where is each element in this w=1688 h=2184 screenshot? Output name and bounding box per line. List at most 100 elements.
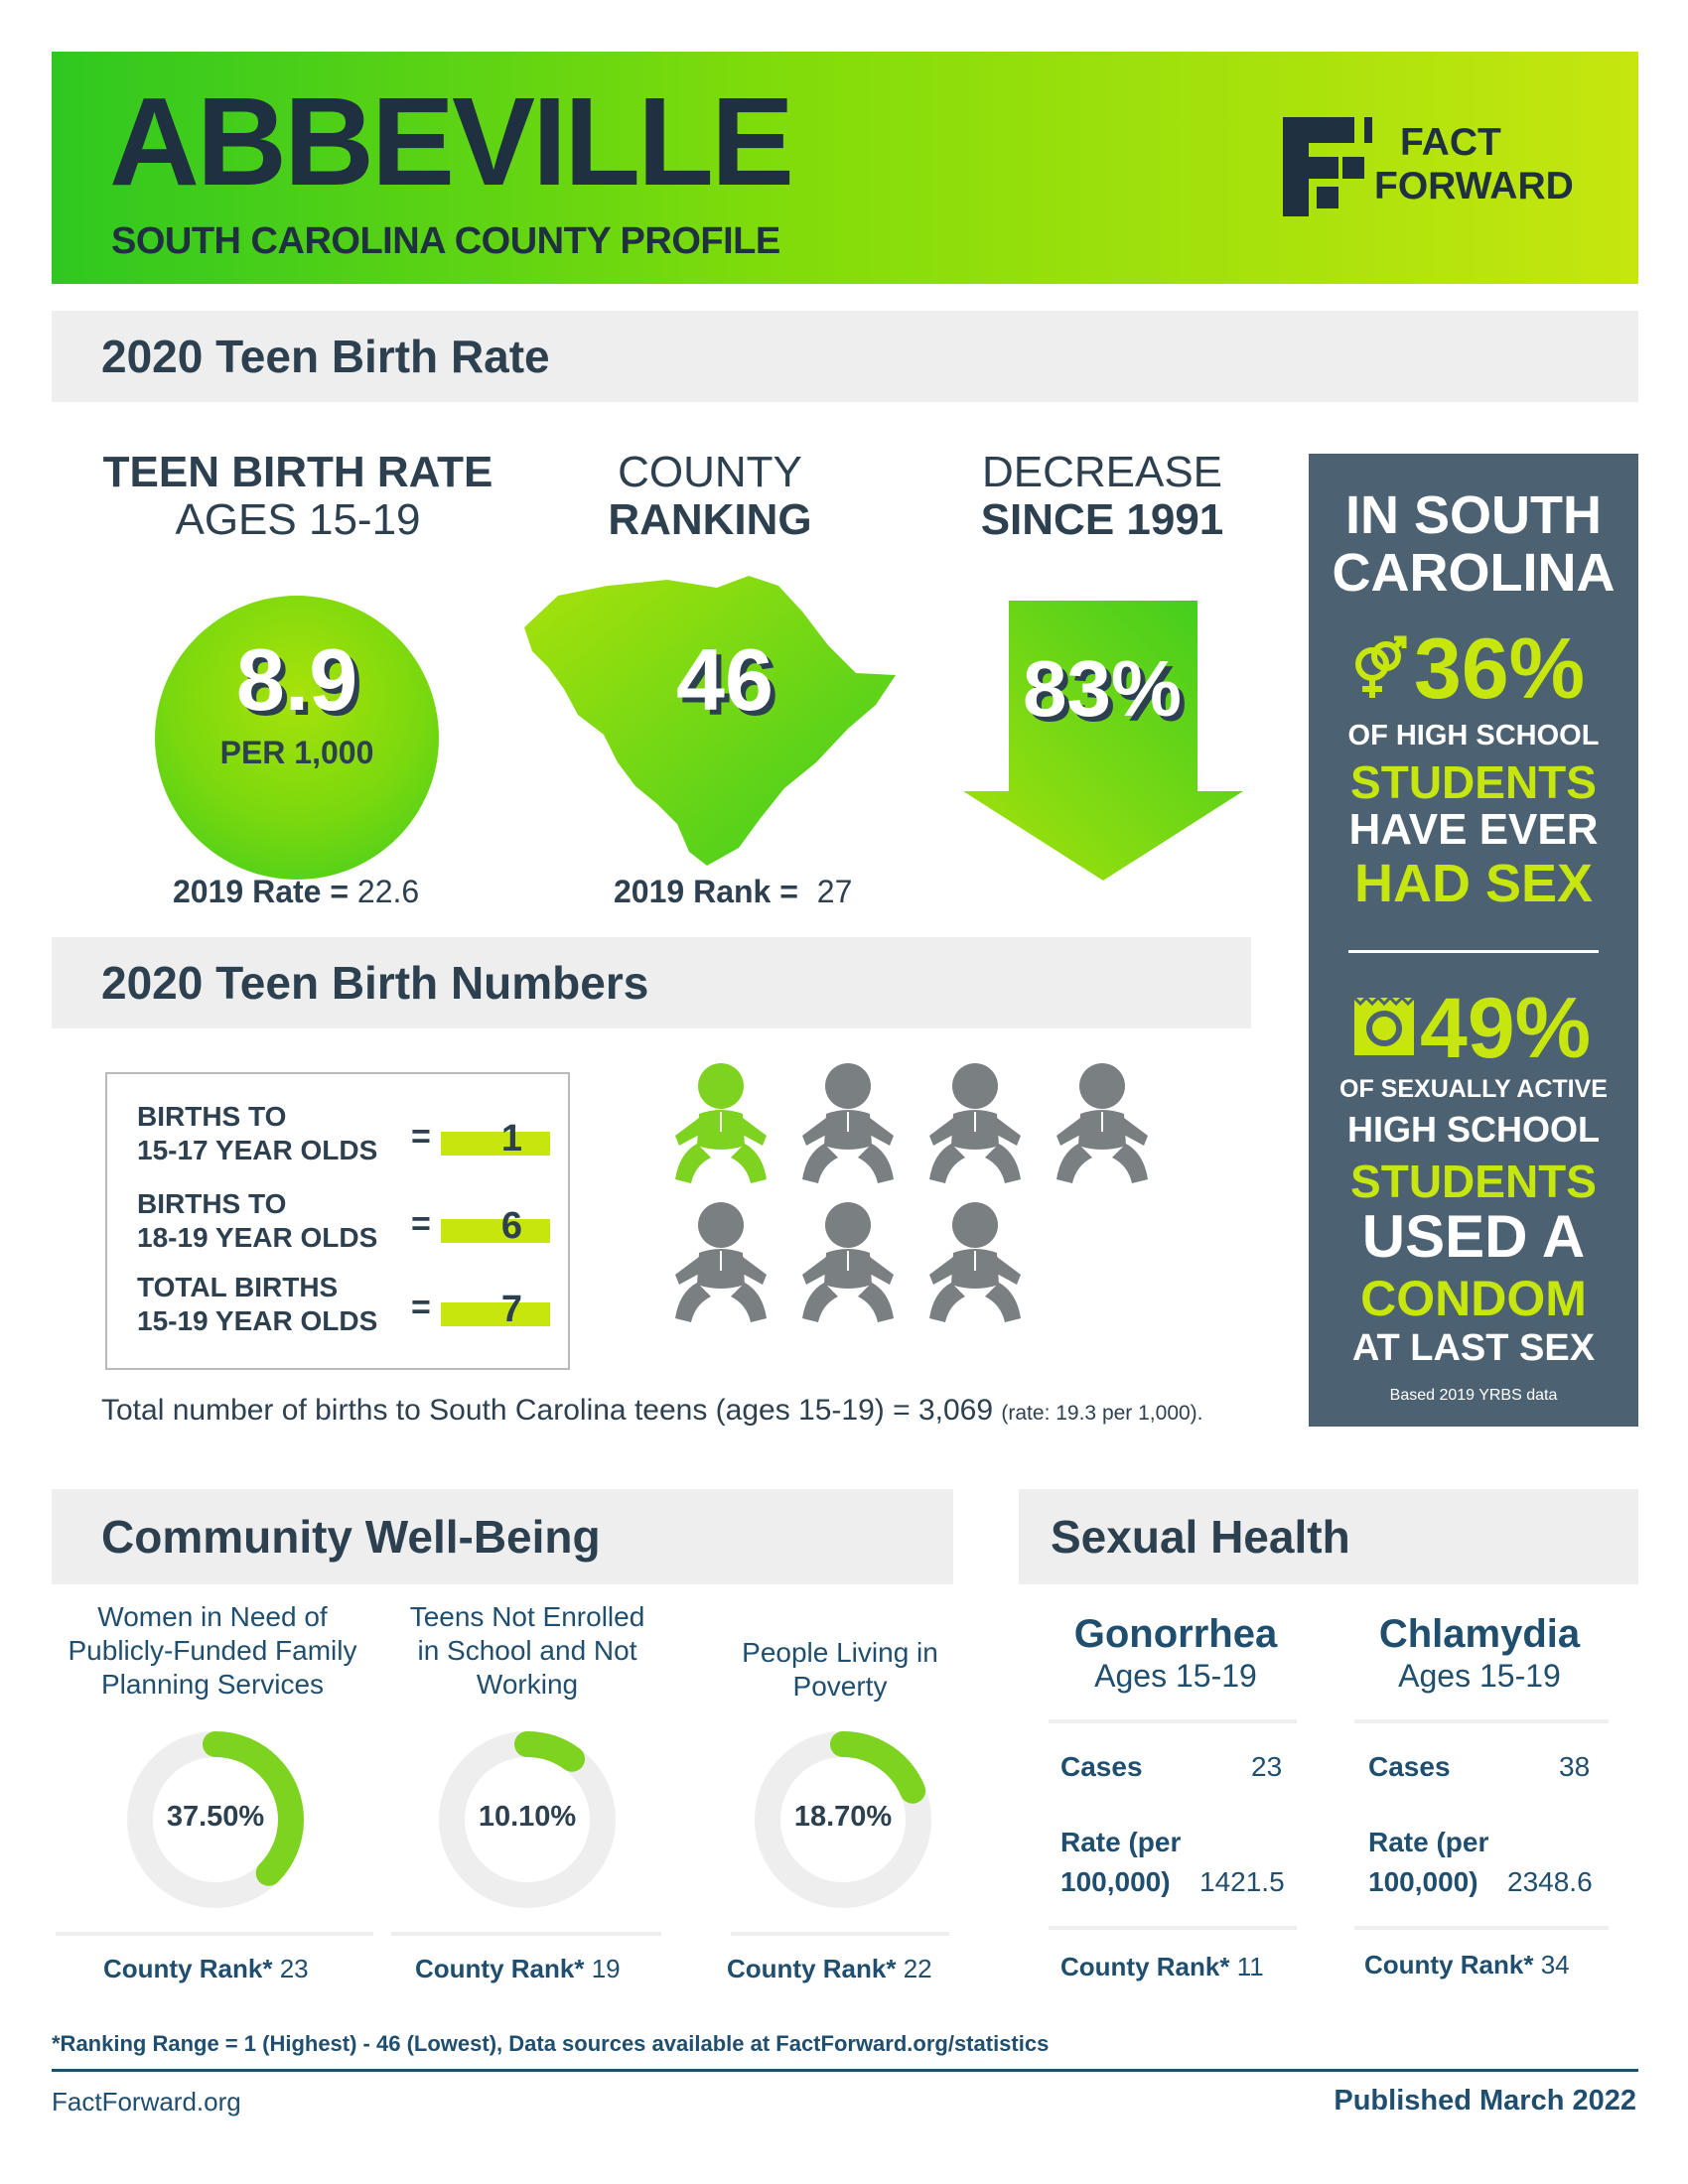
- sc-total-text: Total number of births to South Carolina…: [101, 1394, 994, 1427]
- decrease-value: 83%: [1022, 644, 1183, 733]
- donut-2-title-line2: in School and Not: [417, 1635, 637, 1666]
- prior-rank-value: 27: [816, 874, 853, 909]
- donut-3-divider: [731, 1932, 949, 1936]
- chlamydia-cases-label: Cases: [1368, 1751, 1451, 1782]
- stat1-line2: STUDENTS: [1350, 756, 1597, 808]
- stat2-line5: CONDOM: [1360, 1271, 1587, 1326]
- donut-1-divider: [56, 1932, 373, 1936]
- sc-total-rate: (rate: 19.3 per 1,000).: [1001, 1402, 1203, 1425]
- rate-circle: [155, 596, 439, 880]
- donut-1-rank: County Rank* 23: [103, 1954, 309, 1984]
- panel-title-line2: CAROLINA: [1332, 543, 1616, 603]
- donut-3-chart: [755, 1731, 931, 1908]
- prior-rank: 2019 Rank = 27: [614, 874, 912, 910]
- stat2-line3: STUDENTS: [1350, 1156, 1597, 1207]
- stat2-value: 49%: [1420, 981, 1592, 1076]
- births-row-2-line1: BIRTHS TO: [137, 1188, 287, 1219]
- donut-3-rank-value: 22: [903, 1954, 932, 1983]
- donut-3-title-line1: People Living in: [742, 1637, 938, 1668]
- gonorrhea-rate-value: 1421.5: [1199, 1866, 1285, 1897]
- section-title: Sexual Health: [1051, 1511, 1350, 1563]
- prior-rank-label: 2019 Rank =: [614, 874, 798, 909]
- donut-1-title: Women in Need of Publicly-Funded Family …: [62, 1600, 363, 1702]
- section-title: 2020 Teen Birth Numbers: [101, 957, 649, 1009]
- donut-3-title-line2: Poverty: [792, 1671, 888, 1702]
- community-section-bar: Community Well-Being: [52, 1489, 953, 1584]
- baby-icon: [802, 1063, 894, 1183]
- logo-mark-icon: [1283, 117, 1372, 216]
- donut-value-arc: [127, 1731, 304, 1908]
- footer-site-link[interactable]: FactForward.org: [52, 2087, 241, 2116]
- donut-2-chart: [439, 1731, 616, 1908]
- baby-icon: [675, 1063, 767, 1183]
- births-table: BIRTHS TO 15-17 YEAR OLDS = 1 BIRTHS TO …: [105, 1072, 570, 1370]
- donut-2-rank-value: 19: [591, 1954, 621, 1983]
- rate-unit: PER 1,000: [219, 735, 374, 770]
- profile-subtitle: SOUTH CAROLINA COUNTY PROFILE: [111, 220, 780, 262]
- stat2-line6: AT LAST SEX: [1351, 1327, 1596, 1369]
- stat2-line4: USED A: [1361, 1203, 1586, 1270]
- section-title: 2020 Teen Birth Rate: [101, 331, 550, 382]
- stat2-line1: OF SEXUALLY ACTIVE: [1339, 1075, 1608, 1103]
- chlamydia-bottom-divider: [1354, 1926, 1609, 1930]
- sexual-health-section-bar: Sexual Health: [1019, 1489, 1638, 1584]
- donut-3-label: 18.70%: [793, 1801, 893, 1833]
- logo-word-fact: FACT: [1400, 121, 1501, 164]
- rate-heading-line1: TEEN BIRTH RATE: [102, 448, 493, 496]
- births-row-1-equals: =: [411, 1118, 431, 1156]
- gonorrhea-top-divider: [1049, 1719, 1297, 1723]
- gonorrhea-rate-label: Rate (per 100,000): [1060, 1823, 1181, 1902]
- gonorrhea-rate-label-line2: 100,000): [1060, 1866, 1171, 1897]
- logo-word-forward: FORWARD: [1374, 165, 1574, 207]
- donut-3-rank-label: County Rank*: [727, 1954, 897, 1983]
- donut-1-label: 37.50%: [166, 1801, 265, 1833]
- gender-symbols-icon: [1355, 635, 1407, 698]
- births-row-1-bar: 1: [441, 1118, 550, 1160]
- stat2-line2: HIGH SCHOOL: [1346, 1109, 1600, 1150]
- births-row-3-bar: 7: [441, 1289, 550, 1330]
- births-row-2-label: BIRTHS TO 18-19 YEAR OLDS: [137, 1187, 377, 1255]
- section-title: Community Well-Being: [101, 1511, 601, 1563]
- donut-2-title-line1: Teens Not Enrolled: [409, 1601, 645, 1632]
- gonorrhea-bottom-divider: [1049, 1926, 1297, 1930]
- chlamydia-rate-value: 2348.6: [1507, 1866, 1593, 1897]
- prior-rate: 2019 Rate = 22.6: [173, 874, 471, 910]
- chlamydia-ages: Ages 15-19: [1398, 1658, 1561, 1694]
- county-title: ABBEVILLE: [109, 71, 794, 211]
- births-row-3-line2: 15-19 YEAR OLDS: [137, 1305, 378, 1336]
- baby-icons-group: [665, 1062, 1182, 1380]
- gonorrhea-rank: County Rank* 11: [1060, 1952, 1264, 1982]
- stat1-line3: HAVE EVER: [1348, 805, 1599, 854]
- south-carolina-map-icon: [524, 576, 896, 866]
- donut-2-title: Teens Not Enrolled in School and Not Wor…: [383, 1600, 671, 1702]
- ranking-footnote: *Ranking Range = 1 (Highest) - 46 (Lowes…: [52, 2031, 1050, 2056]
- rate-value: 8.9: [235, 630, 358, 729]
- donut-1-rank-label: County Rank*: [103, 1954, 273, 1983]
- chlamydia-cases-value: 38: [1559, 1751, 1591, 1782]
- prior-rate-value: 22.6: [356, 874, 420, 909]
- gonorrhea-rank-label: County Rank*: [1060, 1952, 1230, 1981]
- chlamydia-rank-value: 34: [1540, 1950, 1570, 1979]
- footer-rule: [52, 2069, 1638, 2072]
- ranking-value: 46: [676, 630, 774, 729]
- decrease-heading: DECREASE SINCE 1991: [914, 449, 1291, 544]
- panel-title-line1: IN SOUTH: [1344, 485, 1602, 545]
- baby-icon: [802, 1202, 894, 1322]
- baby-icon: [929, 1063, 1021, 1183]
- births-row-3-label: TOTAL BIRTHS 15-19 YEAR OLDS: [137, 1271, 377, 1338]
- chlamydia-title: Chlamydia: [1378, 1612, 1581, 1656]
- birth-rate-section-bar: 2020 Teen Birth Rate: [52, 311, 1638, 402]
- births-row-1-value: 1: [500, 1118, 522, 1160]
- gonorrhea-title: Gonorrhea: [1073, 1612, 1278, 1656]
- ranking-heading-line2: RANKING: [608, 495, 812, 544]
- condom-package-icon: [1352, 996, 1416, 1055]
- donut-1-title-line3: Planning Services: [100, 1669, 325, 1700]
- baby-icon: [929, 1202, 1021, 1322]
- donut-2-title-line3: Working: [476, 1669, 579, 1700]
- sc-total-births: Total number of births to South Carolina…: [101, 1394, 1203, 1428]
- gonorrhea-cases-value: 23: [1251, 1751, 1283, 1782]
- south-carolina-panel: IN SOUTH CAROLINA 36% OF HIGH SCHOOL STU…: [1309, 454, 1638, 1427]
- header-banner: ABBEVILLE SOUTH CAROLINA COUNTY PROFILE …: [52, 52, 1638, 284]
- gonorrhea-rate-label-line1: Rate (per: [1060, 1827, 1182, 1857]
- chlamydia-top-divider: [1354, 1719, 1609, 1723]
